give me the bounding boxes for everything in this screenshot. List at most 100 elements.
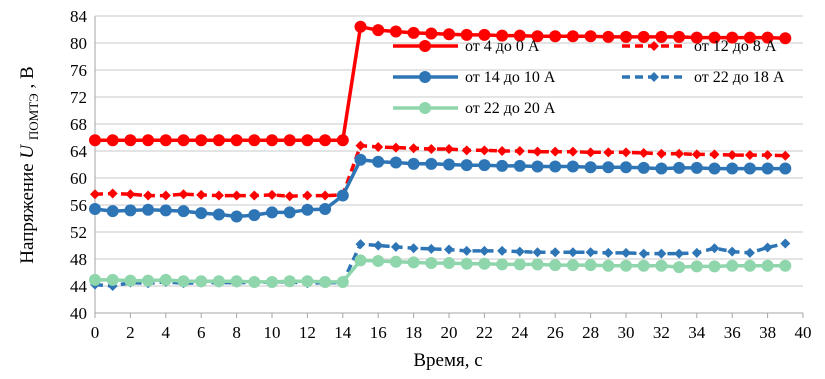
series-1-point-33 (673, 30, 686, 43)
series-3-point-7 (212, 208, 225, 221)
series-5-point-8 (230, 275, 243, 288)
series-5-point-19 (425, 257, 438, 270)
series-3 (89, 153, 792, 223)
series-4-point-23 (497, 245, 508, 256)
series-2-point-18 (408, 143, 419, 154)
series-5-point-2 (124, 274, 137, 287)
series-1-point-39 (779, 32, 792, 45)
x-tick-label-28: 28 (582, 323, 599, 342)
x-tick-label-4: 4 (162, 323, 171, 342)
legend-item-3: от 14 до 10 А (393, 69, 556, 86)
series-4-line (94, 241, 786, 288)
series-4-point-19 (426, 243, 437, 254)
y-axis-title-prefix: Напряжение (17, 163, 38, 263)
series-5-point-37 (743, 259, 756, 272)
series-4-point-20 (444, 244, 454, 255)
x-tick-label-36: 36 (724, 323, 741, 342)
series-5-point-21 (460, 257, 473, 270)
series-5-point-28 (584, 259, 597, 272)
series-2-point-33 (674, 148, 685, 159)
series-5-point-17 (389, 255, 402, 268)
y-tick-label-80: 80 (70, 34, 87, 53)
series-4-point-38 (762, 242, 773, 253)
series-1-point-6 (195, 134, 208, 147)
series-3-point-12 (301, 203, 314, 216)
x-tick-label-32: 32 (653, 323, 670, 342)
series-1-point-25 (531, 30, 544, 43)
series-1-point-36 (726, 31, 739, 44)
series-1-point-13 (319, 134, 332, 147)
series-5-point-15 (354, 254, 367, 267)
series-2-point-32 (656, 148, 667, 159)
series-1-point-21 (460, 28, 473, 41)
series-2-point-16 (373, 141, 384, 152)
series-2-point-4 (160, 190, 171, 201)
series-3-point-11 (283, 206, 296, 219)
series-5-point-39 (779, 259, 792, 272)
series-2-point-36 (727, 150, 738, 161)
series-3-point-31 (637, 161, 650, 174)
x-tick-label-24: 24 (511, 323, 529, 342)
y-tick-label-84: 84 (70, 7, 88, 26)
series-2-point-28 (585, 147, 596, 158)
legend-label-3: от 14 до 10 А (465, 69, 556, 86)
series-1-point-11 (283, 134, 296, 147)
series-3-point-0 (89, 203, 101, 216)
series-1-point-9 (248, 134, 261, 147)
legend-swatch-marker-3 (419, 71, 431, 83)
series-3-point-24 (513, 159, 526, 172)
y-tick-label-44: 44 (70, 277, 88, 296)
series-2-point-26 (550, 146, 561, 157)
series-3-point-34 (690, 161, 703, 174)
series-5-point-38 (761, 259, 774, 272)
series-1 (89, 20, 792, 147)
series-4-point-32 (656, 248, 667, 259)
series-5-point-9 (248, 275, 261, 288)
series-1-point-31 (637, 30, 650, 43)
series-5-point-13 (319, 275, 332, 288)
series-4-point-21 (461, 245, 472, 256)
series-3-point-17 (389, 156, 402, 169)
series-1-point-24 (513, 29, 526, 42)
series-3-point-33 (673, 161, 686, 174)
series-2-line (94, 143, 786, 198)
y-tick-labels: 40 44 48 52 56 60 64 68 72 76 80 84 (70, 7, 88, 323)
x-tick-label-14: 14 (334, 323, 352, 342)
series-5-point-12 (301, 275, 314, 288)
series-1-point-30 (620, 30, 632, 43)
series-2-point-29 (603, 147, 614, 158)
series-2-point-19 (426, 143, 437, 154)
series-3-point-9 (248, 209, 261, 222)
series-1-point-3 (142, 134, 155, 147)
series-1-point-10 (266, 134, 278, 147)
series-4-point-25 (532, 247, 543, 258)
series-5-point-33 (673, 261, 686, 274)
series-5-point-5 (177, 275, 190, 288)
series-1-point-7 (212, 134, 225, 147)
series-2-point-37 (744, 150, 755, 161)
series-3-point-39 (779, 162, 792, 175)
x-tick-label-20: 20 (441, 323, 458, 342)
series-5-point-18 (407, 256, 420, 269)
series-2 (90, 140, 791, 202)
series-3-point-27 (566, 160, 579, 173)
series-3-point-35 (708, 162, 721, 175)
y-tick-label-64: 64 (70, 142, 88, 161)
series-5-point-26 (549, 259, 562, 272)
series-2-point-5 (178, 189, 189, 200)
series-3-point-10 (266, 206, 278, 219)
series-5-point-31 (637, 259, 650, 272)
series-4-point-24 (514, 246, 525, 257)
series-1-point-26 (549, 30, 562, 43)
series-3-point-37 (743, 162, 756, 175)
x-tick-label-6: 6 (197, 323, 206, 342)
series-3-point-21 (460, 159, 473, 172)
series-2-point-1 (107, 188, 118, 199)
series-1-point-0 (89, 134, 101, 147)
series-5 (89, 254, 792, 288)
legend-item-1: от 4 до 0 А (393, 38, 540, 55)
series-3-point-20 (443, 158, 455, 171)
series-5-point-32 (655, 259, 668, 272)
series-3-point-22 (478, 159, 491, 172)
